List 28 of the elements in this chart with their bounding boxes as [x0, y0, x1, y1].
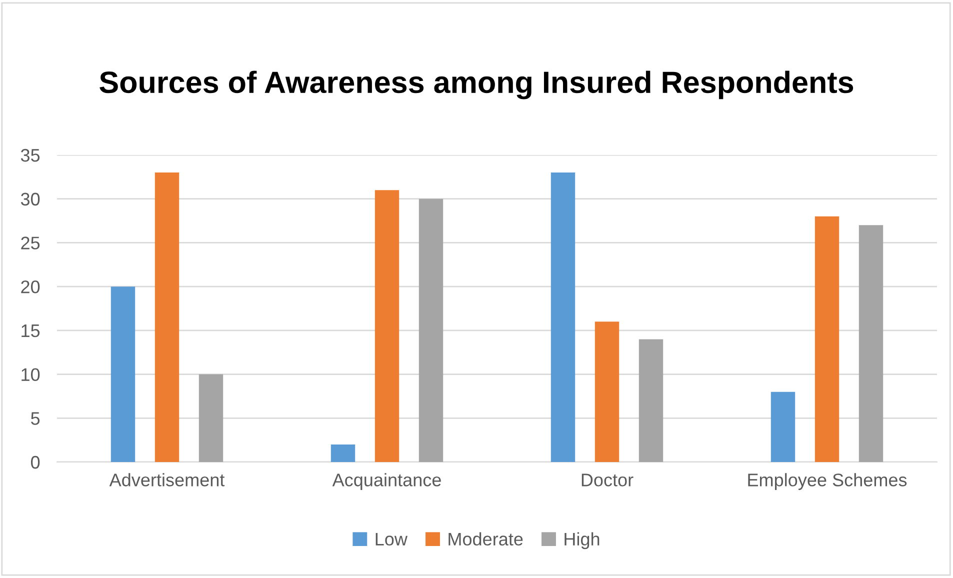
bar [770, 392, 796, 462]
bar [110, 286, 136, 462]
bar [418, 198, 444, 462]
bar [198, 374, 224, 462]
bar [550, 172, 576, 462]
x-tick-label: Advertisement [109, 473, 225, 486]
bar [374, 190, 400, 462]
x-tick-label: Acquaintance [332, 473, 441, 490]
x-tick-label: Employee Schemes [748, 473, 907, 490]
legend-label: Low [376, 532, 408, 546]
bar [638, 339, 664, 462]
bar [858, 225, 884, 462]
bar [154, 172, 180, 462]
y-tick-label: 30 [20, 192, 40, 206]
legend-label: Moderate [448, 532, 523, 546]
y-tick-label: 15 [22, 324, 40, 338]
y-tick-label: 10 [22, 368, 40, 382]
y-tick-label: 0 [31, 456, 40, 469]
x-tick-label: Doctor [582, 474, 634, 486]
y-tick-label: 25 [21, 236, 40, 250]
y-tick-label: 5 [31, 412, 40, 425]
legend-label: High [564, 532, 600, 550]
bar [814, 216, 840, 462]
chart-title: Sources of Awareness among Insured Respondents [100, 70, 854, 100]
y-tick-label: 35 [20, 148, 40, 162]
y-tick-label: 20 [21, 280, 40, 294]
bar [594, 322, 620, 462]
bar [330, 444, 356, 462]
